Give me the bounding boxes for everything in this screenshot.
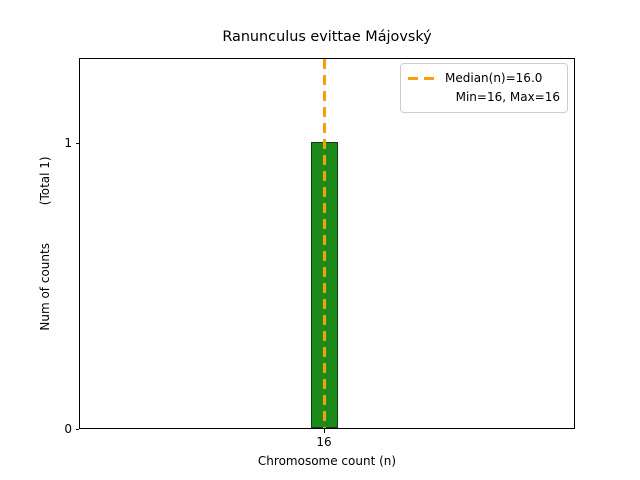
x-axis-label: Chromosome count (n): [257, 454, 397, 468]
y-axis-label-line2: (Total 1): [38, 156, 52, 206]
chart-title: Ranunculus evittae Májovský: [222, 29, 432, 45]
x-tick-label-16: 16: [316, 435, 332, 449]
y-tick-mark-1: [75, 142, 79, 144]
y-tick-mark-0: [75, 428, 79, 430]
legend: Median(n)=16.0 Min=16, Max=16: [400, 63, 568, 113]
median-line: [323, 59, 326, 428]
legend-entry-minmax: Min=16, Max=16: [408, 88, 560, 107]
y-tick-label-1: 1: [64, 136, 72, 150]
plot-area: [79, 58, 575, 429]
legend-entry-median: Median(n)=16.0: [408, 69, 560, 88]
y-tick-label-0: 0: [64, 422, 72, 436]
y-axis-label: Num of counts (Total 1): [34, 58, 56, 429]
legend-label-minmax: Min=16, Max=16: [455, 90, 560, 104]
legend-label-median: Median(n)=16.0: [445, 71, 543, 85]
dashed-line-icon: [408, 69, 438, 88]
y-axis-label-line1: Num of counts: [38, 243, 52, 331]
x-tick-mark-16: [324, 429, 326, 433]
